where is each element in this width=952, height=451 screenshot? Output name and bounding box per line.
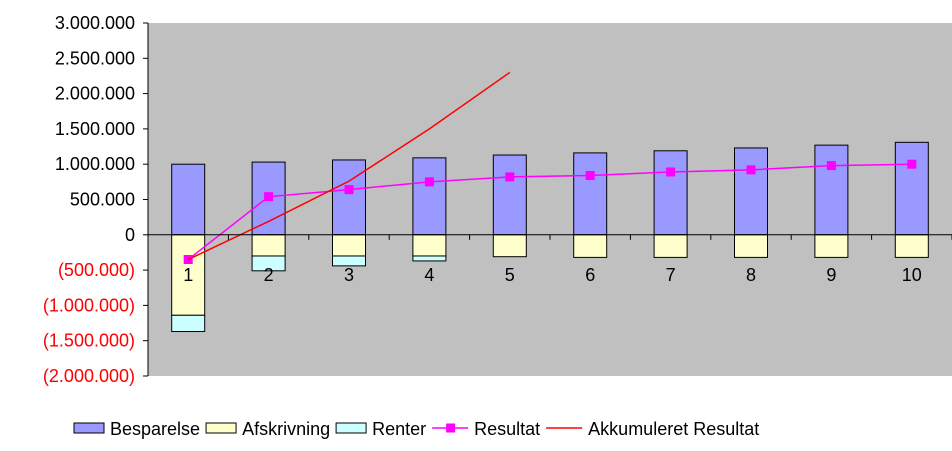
bar-besparelse	[894, 141, 929, 236]
x-tick-label: 9	[826, 265, 836, 285]
legend-label: Besparelse	[110, 419, 200, 439]
y-tick-label: (1.000.000)	[43, 295, 135, 315]
point-resultat	[344, 185, 354, 195]
bar-renter	[171, 314, 206, 333]
legend-item: Afskrivning	[205, 419, 330, 439]
point-resultat	[424, 177, 434, 187]
bar-afskrivning	[814, 234, 849, 258]
point-resultat	[907, 159, 917, 169]
bar-afskrivning	[573, 234, 608, 258]
bar-besparelse	[332, 159, 366, 236]
y-tick-label: (500.000)	[58, 260, 135, 280]
y-tick-label: (1.500.000)	[43, 331, 135, 351]
bar-afskrivning	[492, 234, 527, 258]
y-tick-label: 1.000.000	[55, 154, 135, 174]
bar-afskrivning	[734, 234, 768, 258]
legend-item: Resultat	[432, 419, 540, 439]
legend-item: Renter	[335, 419, 426, 439]
bar-besparelse	[171, 163, 206, 236]
y-tick-label: 2.000.000	[55, 84, 135, 104]
point-resultat	[505, 172, 515, 182]
axes: 1 2 3 4 5 6 7 8 9 10 3.000.000 2.500.000 2.000.000 1.…	[43, 13, 952, 386]
legend: Besparelse Afskrivning Renter Resultat Akkum…	[73, 419, 759, 439]
bar-afskrivning	[653, 234, 688, 258]
y-tick-label: 0	[125, 225, 135, 245]
legend-item: Akkumuleret Resultat	[546, 419, 759, 439]
y-tick-label: 500.000	[70, 190, 135, 210]
x-tick-label: 3	[344, 265, 354, 285]
legend-swatch	[335, 422, 367, 434]
legend-swatch	[73, 422, 105, 434]
plot-area	[148, 23, 952, 376]
x-tick-label: 10	[902, 265, 922, 285]
point-resultat	[826, 161, 836, 171]
bar-afskrivning	[332, 234, 366, 257]
y-tick-label: (2.000.000)	[43, 366, 135, 386]
bar-afskrivning	[251, 234, 286, 257]
bar-besparelse	[492, 154, 527, 236]
bar-besparelse	[573, 152, 608, 236]
legend-label: Resultat	[474, 419, 540, 439]
x-tick-label: 8	[746, 265, 756, 285]
bar-besparelse	[814, 144, 849, 236]
line-resultat	[187, 163, 912, 261]
legend-item: Besparelse	[73, 419, 200, 439]
x-tick-label: 2	[264, 265, 274, 285]
bar-besparelse	[734, 147, 768, 236]
point-resultat	[746, 165, 756, 175]
y-tick-label: 3.000.000	[55, 13, 135, 33]
legend-marker	[446, 423, 456, 433]
y-tick-label: 1.500.000	[55, 119, 135, 139]
point-resultat	[264, 192, 274, 202]
y-tick-label: 2.500.000	[55, 48, 135, 68]
bar-renter	[412, 255, 447, 262]
bar-besparelse	[653, 150, 688, 236]
legend-label: Renter	[372, 419, 426, 439]
x-tick-label: 1	[183, 265, 193, 285]
x-tick-label: 6	[585, 265, 595, 285]
legend-label: Akkumuleret Resultat	[588, 419, 759, 439]
bar-afskrivning	[412, 234, 447, 257]
bar-afskrivning	[894, 234, 929, 258]
point-resultat	[585, 170, 595, 180]
legend-label: Afskrivning	[242, 419, 330, 439]
x-tick-label: 7	[666, 265, 676, 285]
legend-swatch	[205, 422, 237, 434]
point-resultat	[666, 167, 676, 177]
bar-renter	[332, 255, 366, 267]
x-tick-label: 4	[424, 265, 434, 285]
x-tick-label: 5	[505, 265, 515, 285]
line-akkumuleret-resultat	[187, 71, 511, 261]
bar-besparelse	[412, 157, 447, 236]
bar-afskrivning	[171, 234, 206, 316]
bar-renter	[251, 255, 286, 272]
